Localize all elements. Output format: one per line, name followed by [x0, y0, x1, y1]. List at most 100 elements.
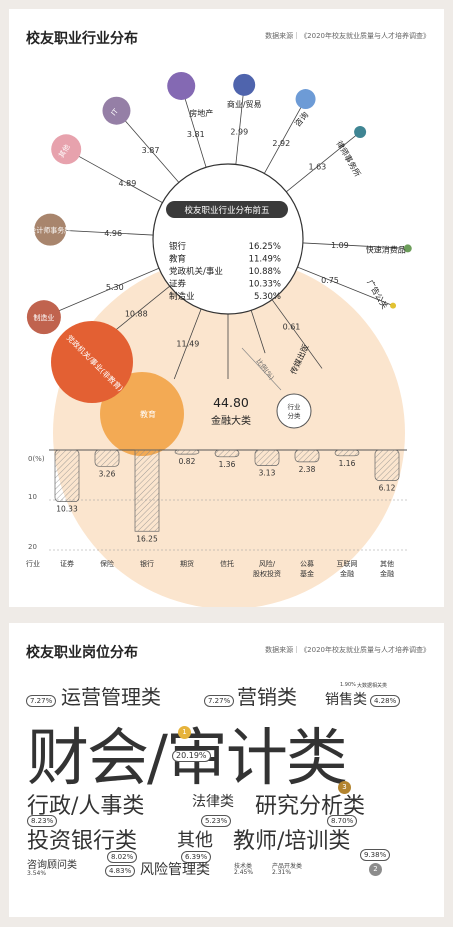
finance-bar-value: 3.26 — [99, 469, 116, 478]
industry-label: 快速消费品 — [366, 244, 406, 254]
top5-value: 5.30% — [254, 292, 281, 302]
top5-value: 10.33% — [249, 280, 281, 290]
ops-pct: 7.27% — [26, 695, 57, 707]
industry-value: 4.96 — [104, 229, 122, 238]
other-pct: 6.39% — [181, 851, 212, 863]
axis-row-label: 行业 — [26, 559, 40, 568]
industry-label: IT — [110, 107, 121, 118]
industry-label: 广告公关 — [365, 278, 390, 311]
rank-2-badge: 2 — [369, 863, 382, 876]
industry-value: 4.89 — [119, 179, 137, 188]
center-title-pill — [166, 201, 288, 218]
finance-bar-value: 16.25 — [136, 534, 158, 543]
industry-value: 1.09 — [331, 241, 349, 250]
consult-word: 咨询顾问类 — [27, 860, 77, 871]
data-source: 数据来源｜《2020年校友就业质量与人才培养调查》 — [265, 32, 430, 40]
rank-3-badge: 3 — [338, 781, 351, 794]
industry-bubble — [295, 89, 316, 110]
industry-value: 3.81 — [187, 130, 205, 139]
finance-bar — [174, 449, 200, 455]
industry-bubble — [34, 213, 67, 246]
finance-bar — [294, 449, 320, 463]
industry-value: 0.75 — [321, 276, 339, 285]
mkt-pct: 7.27% — [204, 695, 235, 707]
industry-distribution-panel: 校友职业行业分布 数据来源｜《2020年校友就业质量与人才培养调查》 校友职业行… — [9, 9, 444, 607]
finance-category-label: 风险/ — [259, 559, 276, 568]
finance-bar-value: 6.12 — [379, 484, 396, 493]
finance-bar — [134, 449, 160, 532]
finance-category-label: 信托 — [220, 559, 234, 568]
finance-category-label: 股权投资 — [253, 569, 281, 578]
ops-word: 运营管理类 — [61, 685, 161, 709]
ib-pct: 8.02% — [107, 851, 138, 863]
top5-name: 证券 — [169, 279, 187, 290]
top5-value: 16.25% — [249, 242, 281, 252]
top5-value: 10.88% — [249, 267, 281, 277]
industry-tag — [276, 393, 312, 429]
industry-bubble — [354, 126, 367, 139]
finance-bar-value: 1.16 — [339, 459, 356, 468]
finance-category-label: 基金 — [300, 569, 314, 578]
finance-category-label: 期货 — [180, 559, 194, 568]
top5-name: 教育 — [169, 254, 186, 265]
industry-label: 商业/贸易 — [227, 99, 262, 109]
top5-name: 银行 — [169, 241, 187, 252]
industry-value: 5.30 — [106, 283, 124, 292]
industry-chart: 校友职业行业分布前五 银行 16.25% 教育 11.49% 党政机关/事业 10.88%… — [26, 71, 412, 607]
teacher-pct: 9.38% — [360, 849, 391, 861]
industry-value: 0.61 — [283, 322, 301, 331]
job-distribution-panel: 校友职业岗位分布 数据来源｜《2020年校友就业质量与人才培养调查》 7.27%… — [9, 623, 444, 917]
mkt-word: 营销类 — [237, 685, 297, 709]
finance-category-label: 金融 — [340, 569, 354, 578]
finance-bar — [254, 449, 280, 466]
finance-bar-value: 3.13 — [259, 469, 276, 478]
axis-label-10: 10 — [28, 493, 37, 501]
industry-bubble — [102, 96, 131, 125]
industry-value: 3.87 — [142, 146, 160, 155]
risk-word: 风险管理类 — [140, 862, 210, 878]
sales-word: 销售类 — [325, 692, 367, 708]
industry-bubble — [403, 244, 412, 253]
top5-name: 党政机关/事业 — [169, 266, 223, 277]
finance-bar — [214, 449, 240, 458]
industry-bubble — [233, 73, 256, 96]
risk-pct: 4.83% — [105, 865, 136, 877]
finance-bar — [94, 449, 120, 467]
industry-label: 会计师事务所 — [29, 226, 71, 235]
finance-bar-value: 10.33 — [56, 505, 78, 514]
finance-category-label: 其他 — [380, 559, 394, 568]
industry-label: 律师事务所 — [334, 139, 363, 179]
top5-name: 制造业 — [169, 291, 195, 302]
law-pct: 5.23% — [201, 815, 232, 827]
industry-value: 2.99 — [230, 128, 248, 137]
panel-title: 校友职业行业分布 — [26, 31, 138, 47]
axis-label-20: 20 — [28, 543, 37, 551]
axis-label-0: 0(%) — [28, 455, 45, 463]
research-word: 研究分析类 — [255, 794, 366, 819]
industry-label: 房地产 — [189, 108, 213, 118]
finance-bar-value: 0.82 — [179, 457, 196, 466]
gov-bubble — [51, 321, 133, 403]
finance-label: 金融大类 — [211, 414, 251, 427]
top5-value: 11.49% — [249, 255, 281, 265]
industry-tag-line1: 行业 — [288, 402, 302, 411]
consult-pct: 3.54% — [27, 870, 47, 877]
industry-value: 2.92 — [272, 139, 290, 148]
industry-value: 1.63 — [308, 163, 326, 172]
panel-title: 校友职业岗位分布 — [26, 645, 138, 661]
industry-tag-line2: 分类 — [288, 411, 302, 420]
finance-bar-value: 1.36 — [219, 460, 236, 469]
product-pct: 2.31% — [272, 869, 292, 876]
finance-category-label: 保险 — [100, 559, 114, 568]
teacher-word: 教师/培训类 — [233, 829, 351, 854]
industry-label: 咨询 — [292, 110, 310, 129]
product-word: 产品开发类 — [272, 863, 303, 870]
tech-word: 技术类 — [234, 863, 253, 870]
sales-note-pct: 1.90% — [340, 682, 356, 688]
finance-category-label: 证券 — [60, 559, 74, 568]
edu-bubble-label: 教育 — [140, 409, 156, 419]
industry-label: 制造业 — [33, 313, 54, 322]
center-title: 校友职业行业分布前五 — [184, 205, 270, 216]
rank-1-badge: 1 — [178, 726, 191, 739]
fin-pct: 20.19% — [172, 750, 211, 762]
